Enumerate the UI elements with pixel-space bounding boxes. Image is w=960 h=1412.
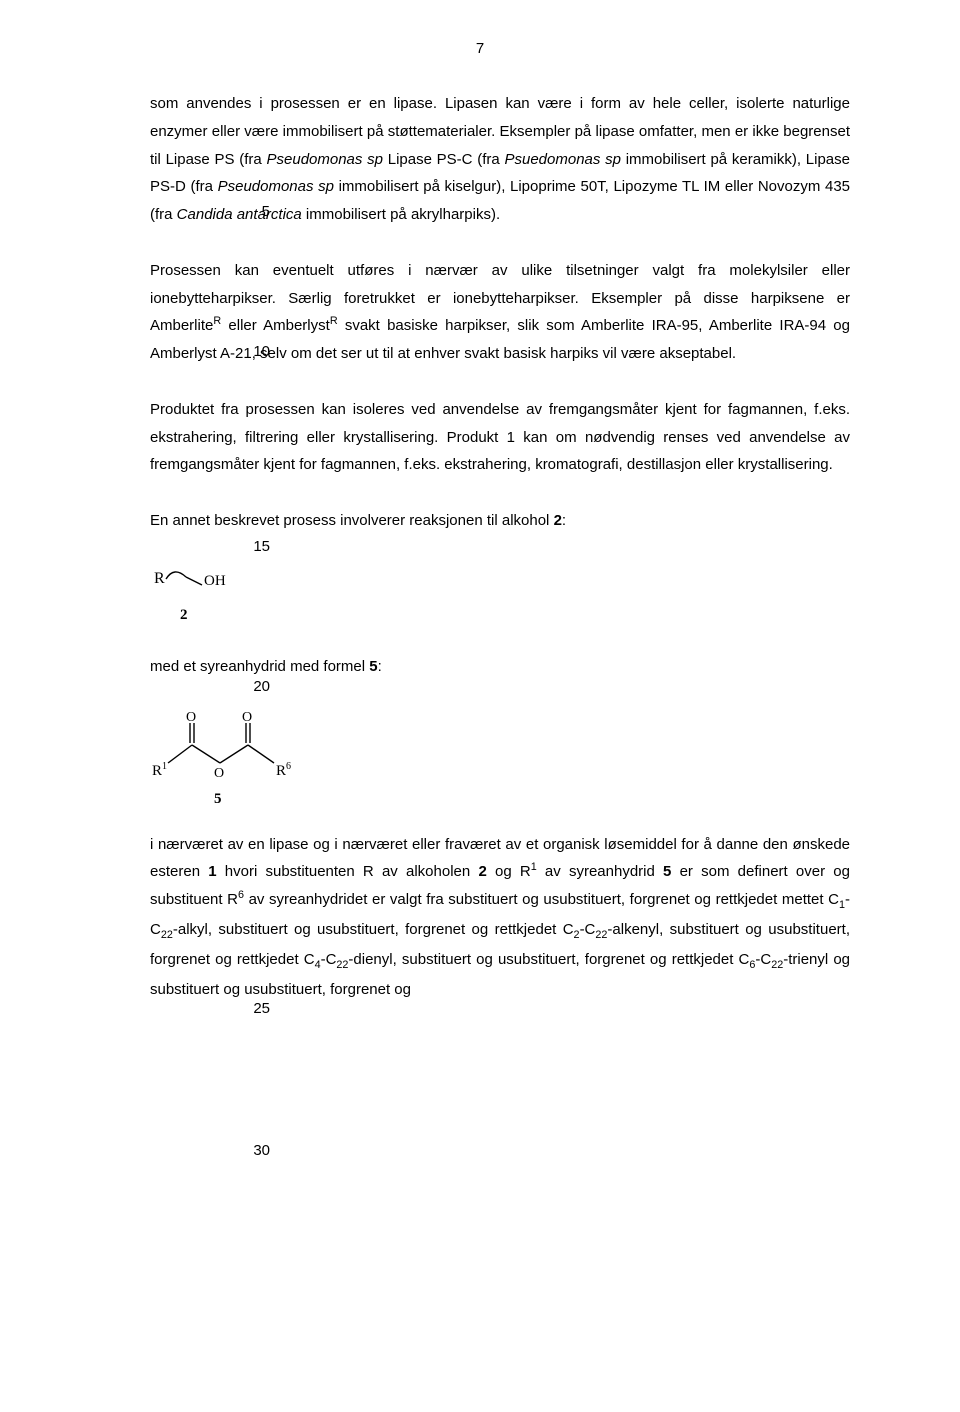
line-number: 15 bbox=[240, 538, 270, 555]
subscript: 22 bbox=[595, 929, 607, 941]
text: -C bbox=[755, 951, 771, 968]
text: -C bbox=[580, 921, 596, 938]
text-italic: Pseudomonas sp bbox=[267, 151, 383, 168]
chem-sup: 1 bbox=[162, 761, 167, 772]
line-number: 20 bbox=[240, 678, 270, 695]
chem-label: R bbox=[276, 763, 286, 779]
text: Produktet fra prosessen kan isoleres ved… bbox=[150, 401, 850, 474]
text: En annet beskrevet prosess involverer re… bbox=[150, 512, 554, 529]
text: : bbox=[378, 658, 382, 675]
subscript: 22 bbox=[336, 959, 348, 971]
subscript: 22 bbox=[161, 929, 173, 941]
text-bold: 2 bbox=[478, 863, 486, 880]
text: : bbox=[562, 512, 566, 529]
text: -dienyl, substituert og usubstituert, fo… bbox=[348, 951, 749, 968]
text-bold: 1 bbox=[208, 863, 216, 880]
text: hvori substituenten R av alkoholen bbox=[217, 863, 479, 880]
paragraph: En annet beskrevet prosess involverer re… bbox=[150, 507, 850, 535]
text: immobilisert på akrylharpiks). bbox=[302, 206, 500, 223]
text: -alkyl, substituert og usubstituert, for… bbox=[173, 921, 574, 938]
chem-sup: 6 bbox=[286, 761, 291, 772]
chem-label: R bbox=[152, 763, 162, 779]
chem-label: O bbox=[242, 710, 252, 725]
text: og R bbox=[487, 863, 531, 880]
chem-label: OH bbox=[204, 573, 226, 589]
chem-label: O bbox=[214, 766, 224, 781]
line-number: 30 bbox=[240, 1142, 270, 1159]
superscript: R bbox=[330, 315, 338, 327]
text: -C bbox=[321, 951, 337, 968]
superscript: R bbox=[213, 315, 221, 327]
chem-number: 5 bbox=[214, 791, 222, 807]
document-page: 7 5 10 15 20 25 30 som anvendes i proses… bbox=[0, 0, 960, 1412]
chem-label: R bbox=[154, 570, 165, 587]
text: Lipase PS-C (fra bbox=[383, 151, 505, 168]
text-bold: 5 bbox=[369, 658, 377, 675]
paragraph: med et syreanhydrid med formel 5: bbox=[150, 653, 850, 681]
text: av syreanhydrid bbox=[537, 863, 663, 880]
text-italic: Pseudomonas sp bbox=[218, 178, 334, 195]
chemical-structure-icon: R OH 2 bbox=[150, 563, 850, 631]
line-number: 5 bbox=[240, 203, 270, 220]
text: eller Amberlyst bbox=[221, 317, 330, 334]
text-italic: Psuedomonas sp bbox=[504, 151, 620, 168]
line-number: 10 bbox=[240, 343, 270, 360]
chem-number: 2 bbox=[180, 607, 188, 623]
chemical-structure-icon: O O R 1 O R 6 5 bbox=[150, 709, 850, 809]
text-bold: 2 bbox=[554, 512, 562, 529]
page-number: 7 bbox=[0, 40, 960, 57]
line-number: 25 bbox=[240, 1000, 270, 1017]
text: med et syreanhydrid med formel bbox=[150, 658, 369, 675]
text: av syreanhydridet er valgt fra substitue… bbox=[244, 891, 839, 908]
page-content: 5 10 15 20 25 30 som anvendes i prosesse… bbox=[150, 90, 850, 1004]
chem-label: O bbox=[186, 710, 196, 725]
subscript: 22 bbox=[771, 959, 783, 971]
paragraph: i nærværet av en lipase og i nærværet el… bbox=[150, 831, 850, 1004]
paragraph: Produktet fra prosessen kan isoleres ved… bbox=[150, 396, 850, 479]
